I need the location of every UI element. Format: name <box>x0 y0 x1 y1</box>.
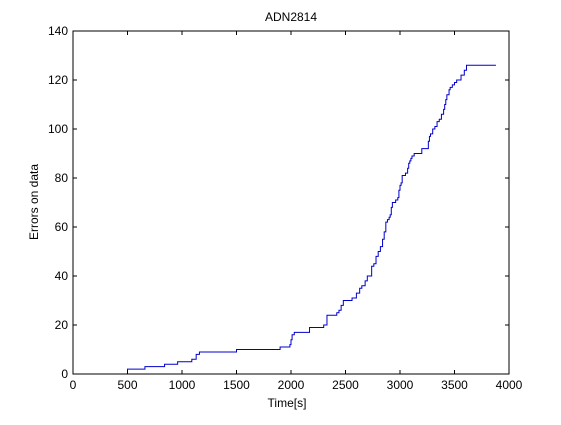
y-tick-label: 40 <box>55 269 69 283</box>
y-tick-label: 20 <box>55 318 69 332</box>
x-axis-label: Time[s] <box>268 396 307 410</box>
x-tick-label: 2000 <box>278 378 305 392</box>
x-tick-label: 4000 <box>496 378 523 392</box>
x-tick-label: 1000 <box>169 378 196 392</box>
x-tick-label: 500 <box>117 378 137 392</box>
x-tick-label: 2500 <box>332 378 359 392</box>
y-tick-label: 60 <box>55 220 69 234</box>
plot-area <box>73 31 509 374</box>
y-axis-label: Errors on data <box>27 164 41 240</box>
x-tick-label: 1500 <box>223 378 250 392</box>
y-axis-ticks: 0 20 40 60 80 100 120 140 <box>48 24 509 381</box>
series-line <box>127 64 496 374</box>
series-layer <box>127 64 496 374</box>
y-tick-label: 80 <box>55 171 69 185</box>
y-tick-label: 140 <box>48 24 68 38</box>
x-tick-label: 3500 <box>441 378 468 392</box>
x-tick-label: 0 <box>70 378 77 392</box>
x-axis-ticks: 0 500 1000 1500 2000 2500 3000 3500 4000 <box>70 31 523 392</box>
y-tick-label: 100 <box>48 122 68 136</box>
y-tick-label: 0 <box>61 367 68 381</box>
x-tick-label: 3000 <box>387 378 414 392</box>
y-tick-label: 120 <box>48 73 68 87</box>
chart-title: ADN2814 <box>265 10 317 24</box>
